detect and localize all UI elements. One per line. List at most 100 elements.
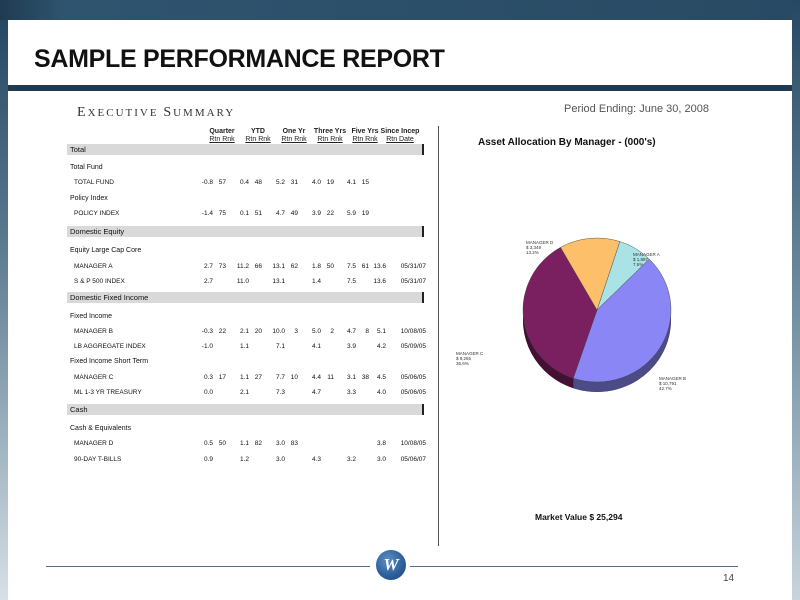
company-logo: W: [376, 550, 406, 580]
row-value: 62: [290, 263, 298, 270]
row-value: 13.6: [373, 263, 386, 270]
group-equity-large-cap: Equity Large Cap Core: [70, 247, 142, 254]
row-label: MANAGER A: [74, 263, 113, 270]
row-value: 49: [290, 210, 298, 217]
exec-rest-2: UMMARY: [173, 107, 236, 119]
row-value: 7.1: [275, 343, 285, 350]
footer-rule-left: [46, 566, 370, 567]
row-label: TOTAL FUND: [74, 179, 114, 186]
col-header-three-yrs: Three Yrs Rtn Rnk: [314, 128, 346, 144]
period-ending: Period Ending: June 30, 2008: [564, 103, 709, 115]
row-value: 5.0: [311, 328, 321, 335]
col-header-sub: Rtn Rnk: [317, 136, 343, 143]
col-header-sub: Rtn Date: [386, 136, 414, 143]
table-row: 90-DAY T-BILLS 0.9 1.2 3.0 4.3 3.2 3.0 05/06/07: [70, 456, 430, 466]
col-header-top: One Yr: [282, 128, 306, 135]
header-inner: [8, 20, 800, 92]
right-border: [792, 0, 800, 600]
col-header-sub: Rtn Rnk: [245, 136, 271, 143]
row-value: 05/06/05: [400, 389, 426, 396]
col-header-sub: Rtn Rnk: [281, 136, 307, 143]
row-value: 0.1: [239, 210, 249, 217]
logo-letter: W: [383, 555, 399, 574]
row-value: 11.2: [236, 263, 249, 270]
table-row: MANAGER B -0.3 22 2.1 20 10.0 3 5.0 2 4.7 8 5.1 10/0…: [70, 328, 430, 338]
row-value: 7.5: [346, 263, 356, 270]
pie-label-manager-a: MANAGER A $ 1,887 7.5%: [633, 252, 660, 267]
row-value: 13.1: [272, 263, 285, 270]
row-label: MANAGER D: [74, 440, 114, 447]
row-value: 05/31/07: [400, 263, 426, 270]
row-value: 57: [218, 179, 226, 186]
row-value: 4.7: [346, 328, 356, 335]
row-value: 4.0: [311, 179, 321, 186]
vertical-divider: [438, 126, 439, 546]
exec-cap-e: E: [77, 105, 88, 120]
row-value: 3.1: [346, 374, 356, 381]
col-header-one-yr: One Yr Rtn Rnk: [281, 128, 306, 144]
report-title: SAMPLE PERFORMANCE REPORT: [34, 45, 445, 73]
footer-rule-right: [410, 566, 738, 567]
row-value: 31: [290, 179, 298, 186]
col-header-top: Five Yrs: [351, 128, 379, 135]
row-value: 4.0: [376, 389, 386, 396]
group-policy-index: Policy Index: [70, 195, 108, 202]
table-row: MANAGER C 0.3 17 1.1 27 7.7 10 4.4 11 3.1 38 4.5 05/…: [70, 374, 430, 384]
exec-cap-s: S: [163, 105, 174, 120]
row-value: 2.7: [203, 278, 213, 285]
section-domestic-equity: Domestic Equity: [67, 226, 424, 237]
row-value: 3.9: [346, 343, 356, 350]
row-value: 3.8: [376, 440, 386, 447]
row-value: 4.1: [346, 179, 356, 186]
row-value: 05/31/07: [400, 278, 426, 285]
row-value: 10/08/05: [400, 440, 426, 447]
chart-title: Asset Allocation By Manager - (000's): [478, 137, 656, 148]
row-label: POLICY INDEX: [74, 210, 120, 217]
row-value: 4.7: [311, 389, 321, 396]
table-row: MANAGER A 2.7 73 11.2 66 13.1 62 1.8 50 7.5 61 13.6…: [70, 263, 430, 273]
row-value: 50: [218, 440, 226, 447]
row-value: 83: [290, 440, 298, 447]
row-value: 05/06/05: [400, 374, 426, 381]
row-value: 7.5: [346, 278, 356, 285]
row-value: -0.3: [201, 328, 213, 335]
row-value: 27: [254, 374, 262, 381]
row-label: MANAGER B: [74, 328, 114, 335]
row-value: 4.4: [311, 374, 321, 381]
executive-summary-heading: EXECUTIVE SUMMARY: [77, 105, 235, 121]
row-value: 3.9: [311, 210, 321, 217]
table-row: LB AGGREGATE INDEX -1.0 1.1 7.1 4.1 3.9 4.2 05/…: [70, 343, 430, 353]
row-label: LB AGGREGATE INDEX: [74, 343, 146, 350]
col-header-top: YTD: [250, 128, 265, 135]
row-value: 3.3: [346, 389, 356, 396]
row-value: 1.1: [239, 343, 249, 350]
row-value: 13.6: [373, 278, 386, 285]
col-header-top: Since Incep: [380, 128, 420, 135]
row-value: 20: [254, 328, 262, 335]
row-value: 1.8: [311, 263, 321, 270]
group-fixed-income: Fixed Income: [70, 313, 113, 320]
row-value: 17: [218, 374, 226, 381]
row-value: 05/09/05: [400, 343, 426, 350]
row-value: 50: [326, 263, 334, 270]
row-value: 7.3: [275, 389, 285, 396]
table-row: MANAGER D 0.5 50 1.1 82 3.0 83 3.8 10/08/05: [70, 440, 430, 450]
table-row: POLICY INDEX -1.4 75 0.1 51 4.7 49 3.9 22 5.9 19: [70, 210, 430, 220]
pie-slice-manager-d: [560, 237, 621, 311]
row-value: 1.1: [239, 440, 249, 447]
row-value: 0.5: [203, 440, 213, 447]
row-value: 13.1: [272, 278, 285, 285]
row-value: 5.1: [376, 328, 386, 335]
section-domestic-fixed-income: Domestic Fixed Income: [67, 292, 424, 303]
pie-label-manager-d: MANAGER D $ 3,349 13.2%: [526, 240, 554, 255]
row-value: 3.0: [376, 456, 386, 463]
col-header-top: Quarter: [209, 128, 235, 135]
header-band: [0, 0, 800, 92]
row-value: 38: [361, 374, 369, 381]
col-header-since-incep: Since Incep Rtn Date: [381, 128, 420, 144]
row-value: 19: [326, 179, 334, 186]
row-value: 73: [218, 263, 226, 270]
row-value: 7.7: [275, 374, 285, 381]
row-value: 3.2: [346, 456, 356, 463]
